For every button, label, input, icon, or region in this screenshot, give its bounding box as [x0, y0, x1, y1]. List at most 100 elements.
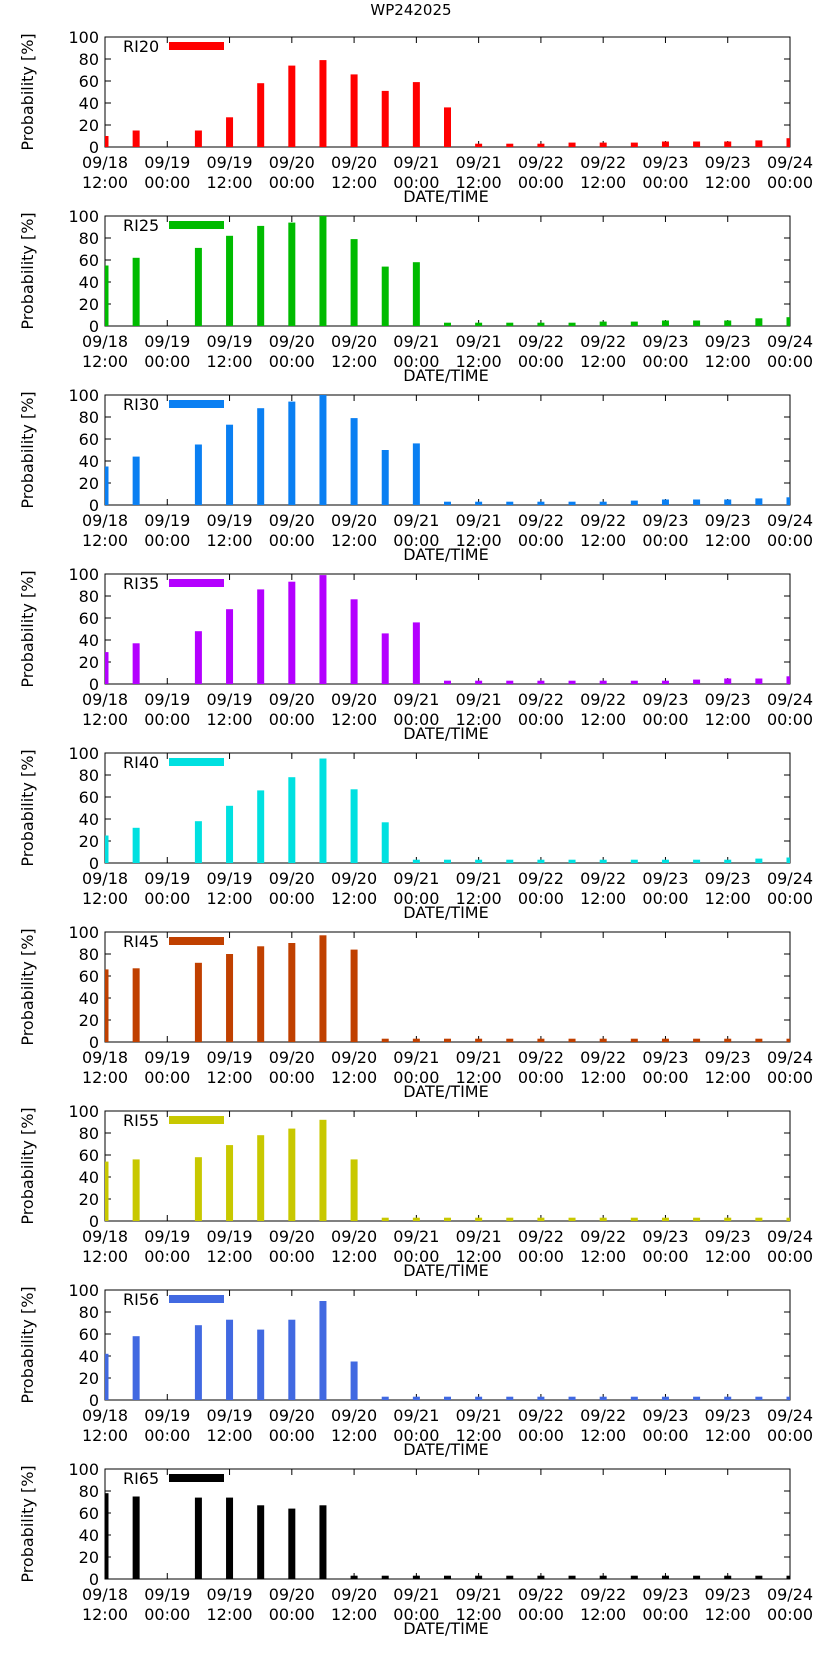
y-tick-label: 60	[79, 251, 99, 270]
legend-label: RI25	[123, 216, 159, 235]
x-tick-time: 12:00	[580, 1426, 626, 1445]
bar-ri45-90h	[568, 1038, 576, 1042]
y-axis-label: Probability [%]	[18, 33, 37, 150]
y-tick-label: 20	[79, 832, 99, 851]
x-axis-label: DATE/TIME	[403, 903, 488, 922]
bar-ri65-90h	[568, 1575, 576, 1579]
x-tick-time: 12:00	[705, 352, 751, 371]
bar-ri40-96h	[599, 859, 607, 863]
legend-label: RI20	[123, 37, 159, 56]
x-tick-date: 09/20	[331, 332, 377, 351]
plot-frame	[104, 1110, 791, 1222]
panel-ri25: 02040608010009/1812:0009/1900:0009/1912:…	[18, 207, 813, 385]
x-tick-date: 09/22	[580, 1585, 626, 1604]
x-tick-time: 00:00	[144, 1068, 190, 1087]
x-tick-date: 09/22	[518, 1048, 564, 1067]
x-tick-date: 09/24	[767, 332, 813, 351]
y-tick-label: 60	[79, 430, 99, 449]
bar-ri56-54h	[381, 1396, 389, 1400]
y-tick-label: 80	[79, 1303, 99, 1322]
x-tick-date: 09/24	[767, 869, 813, 888]
x-tick-date: 09/19	[206, 1048, 252, 1067]
bar-ri40-84h	[537, 859, 545, 863]
bar-ri55-30h	[257, 1135, 265, 1221]
x-tick-date: 09/24	[767, 511, 813, 530]
bar-ri40-18h	[194, 821, 202, 863]
bar-ri20-102h	[630, 142, 638, 147]
legend-label: RI35	[123, 574, 159, 593]
legend-label: RI55	[123, 1111, 159, 1130]
x-tick-time: 12:00	[580, 710, 626, 729]
x-tick-date: 09/21	[393, 332, 439, 351]
x-tick-time: 12:00	[580, 889, 626, 908]
x-tick-date: 09/18	[82, 1048, 128, 1067]
y-tick-label: 20	[79, 653, 99, 672]
bar-ri30-96h	[599, 501, 607, 505]
x-tick-date: 09/19	[206, 1585, 252, 1604]
x-tick-date: 09/19	[144, 869, 190, 888]
x-tick-date: 09/22	[580, 1048, 626, 1067]
bar-ri35-126h	[755, 678, 763, 684]
y-axis-label: Probability [%]	[18, 570, 37, 687]
y-tick-label: 100	[68, 744, 99, 763]
x-tick-date: 09/19	[144, 690, 190, 709]
panel-ri56: 02040608010009/1812:0009/1900:0009/1912:…	[18, 1281, 813, 1459]
x-tick-date: 09/21	[393, 869, 439, 888]
bar-ri56-132h	[786, 1396, 790, 1400]
y-tick-label: 0	[89, 854, 99, 873]
x-tick-date: 09/20	[269, 1406, 315, 1425]
bar-ri65-132h	[786, 1575, 790, 1579]
x-tick-time: 12:00	[705, 1605, 751, 1624]
x-tick-time: 12:00	[82, 710, 128, 729]
bar-ri35-66h	[444, 680, 451, 684]
x-tick-date: 09/23	[705, 690, 751, 709]
x-tick-date: 09/23	[642, 511, 688, 530]
x-tick-time: 12:00	[580, 1247, 626, 1266]
x-tick-time: 00:00	[144, 531, 190, 550]
y-tick-label: 60	[79, 1146, 99, 1165]
bar-ri65-96h	[599, 1575, 607, 1579]
bar-ri25-96h	[599, 321, 607, 326]
bar-ri55-96h	[599, 1217, 607, 1221]
x-tick-time: 12:00	[206, 1247, 252, 1266]
bar-ri55-66h	[444, 1217, 451, 1221]
y-axis-label: Probability [%]	[18, 1286, 37, 1403]
bar-ri45-120h	[724, 1038, 732, 1042]
x-tick-date: 09/21	[456, 332, 502, 351]
bar-ri30-36h	[288, 401, 296, 505]
x-tick-date: 09/20	[269, 1585, 315, 1604]
x-tick-time: 12:00	[206, 173, 252, 192]
bar-ri20-84h	[537, 143, 545, 147]
bar-ri20-18h	[194, 130, 202, 147]
bar-ri55-114h	[693, 1217, 701, 1221]
bar-ri56-18h	[194, 1325, 202, 1400]
x-tick-date: 09/24	[767, 690, 813, 709]
bar-ri55-120h	[724, 1217, 732, 1221]
bar-ri35-132h	[786, 676, 790, 684]
bar-ri25-132h	[786, 317, 790, 326]
y-tick-label: 20	[79, 295, 99, 314]
bar-ri30-30h	[257, 408, 265, 505]
x-tick-time: 00:00	[393, 1068, 439, 1087]
x-tick-date: 09/19	[144, 511, 190, 530]
plot-frame	[104, 752, 791, 864]
bar-ri30-102h	[630, 500, 638, 505]
y-tick-label: 100	[68, 386, 99, 405]
x-tick-time: 00:00	[393, 710, 439, 729]
bar-ri56-78h	[506, 1396, 514, 1400]
bar-ri55-18h	[194, 1157, 202, 1221]
y-tick-label: 80	[79, 945, 99, 964]
bar-ri20-0h	[105, 136, 109, 147]
x-tick-date: 09/21	[456, 511, 502, 530]
bar-ri40-108h	[661, 859, 669, 863]
y-tick-label: 100	[68, 565, 99, 584]
x-tick-date: 09/22	[518, 511, 564, 530]
y-tick-label: 80	[79, 50, 99, 69]
bar-ri40-132h	[786, 857, 790, 863]
bar-ri65-0h	[105, 1493, 109, 1579]
plot-frame	[104, 1468, 791, 1580]
x-tick-date: 09/22	[518, 1406, 564, 1425]
bar-ri65-66h	[444, 1575, 451, 1579]
x-tick-time: 12:00	[82, 352, 128, 371]
